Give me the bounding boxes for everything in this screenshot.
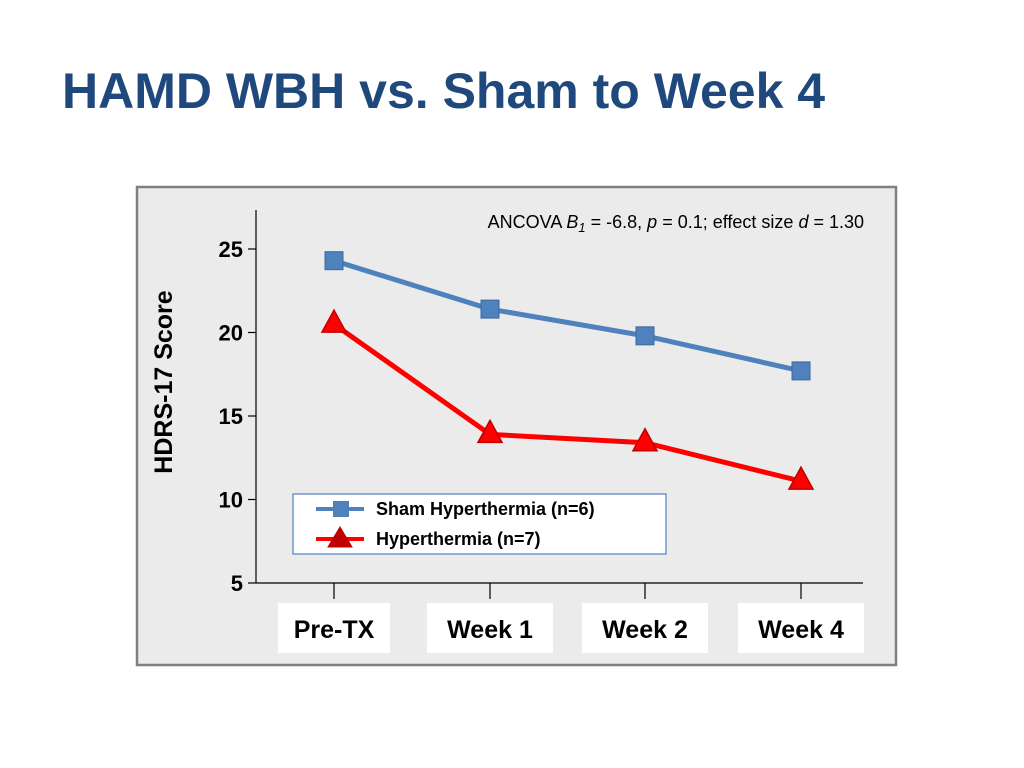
x-tick-label-box [738,603,864,653]
x-tick-label: Week 2 [602,616,688,644]
series-point-0-3 [791,361,811,381]
x-tick-label: Week 4 [758,616,844,644]
annotation-p-value: = 0.1; effect size [657,212,798,232]
series-point-1-1 [476,418,504,444]
x-tick-label-box [582,603,708,653]
y-tick-label: 25 [219,237,243,262]
series-point-0-1 [480,299,500,319]
axes: 5 10 15 20 25 Pre-TX Week 1 Week 2 Week 4 [219,210,864,653]
annotation-b-symbol: B [566,212,578,232]
x-tick-label-box [427,603,553,653]
x-tick-label: Pre-TX [294,616,375,644]
legend-label-0: Sham Hyperthermia (n=6) [376,499,595,519]
legend-box [292,493,667,555]
series-layer [320,251,815,490]
annotation: ANCOVA B1 = -6.8, p = 0.1; effect size d… [488,212,864,235]
annotation-d-value: = 1.30 [808,212,864,232]
series-point-1-0 [320,308,348,333]
slide-title: HAMD WBH vs. Sham to Week 4 [62,63,826,119]
legend-label-1: Hyperthermia (n=7) [376,529,541,549]
series-point-1-2 [631,427,659,452]
legend-marker-0 [333,501,349,517]
series-point-0-0 [324,251,344,271]
series-line-1 [332,322,802,484]
x-tick-label-box [278,603,390,653]
y-axis-label: HDRS-17 Score [150,290,178,473]
series-point-1-3 [787,465,815,490]
annotation-p-symbol: p [646,212,657,232]
y-tick-label: 10 [219,488,243,513]
series-point-0-2 [635,326,655,346]
y-tick-label: 20 [219,321,243,346]
annotation-prefix: ANCOVA [488,212,567,232]
x-tick-label: Week 1 [447,616,533,644]
y-tick-label: 15 [219,404,243,429]
legend-marker-1 [327,526,353,548]
annotation-b-subscript: 1 [578,220,585,235]
series-line-0 [333,258,802,374]
chart-frame [135,185,898,667]
annotation-b-value: = -6.8, [586,212,648,232]
legend: Sham Hyperthermia (n=6) Hyperthermia (n=7… [292,493,667,555]
annotation-d-symbol: d [798,212,809,232]
y-tick-label: 5 [231,571,243,596]
